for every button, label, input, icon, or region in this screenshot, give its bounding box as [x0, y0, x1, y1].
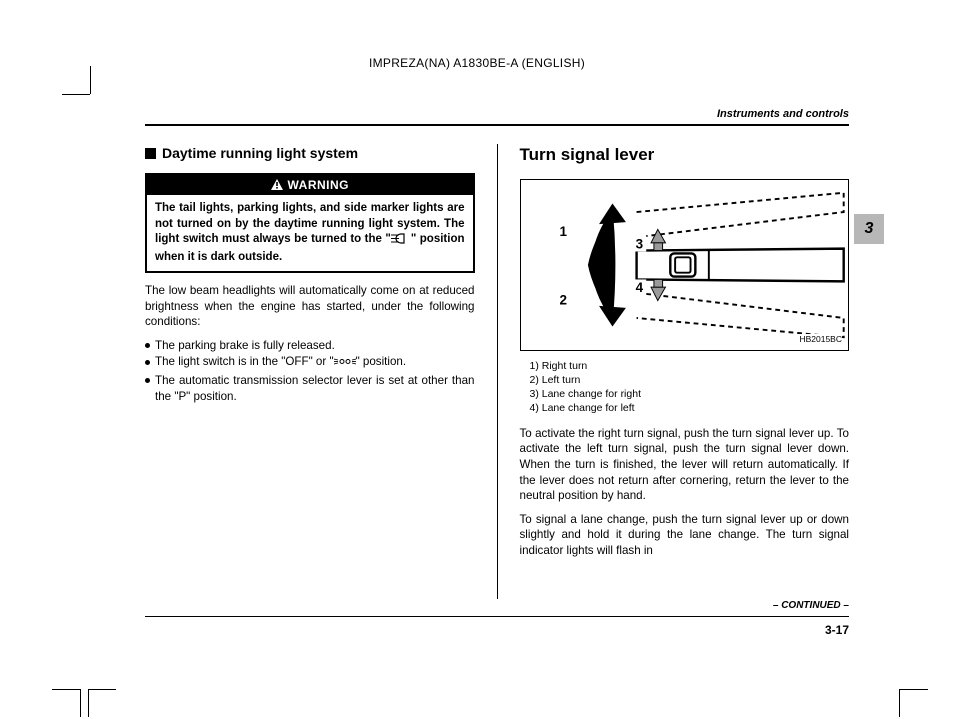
parking-light-icon [334, 356, 356, 372]
warning-body: The tail lights, parking lights, and sid… [147, 195, 473, 271]
list-item: The light switch is in the "OFF" or " " p… [145, 354, 475, 372]
continued-label: – CONTINUED – [773, 600, 849, 611]
warning-title-text: WARNING [288, 177, 350, 193]
headlight-icon [391, 233, 411, 250]
fig-label-4: 4 [635, 280, 643, 295]
content-columns: Daytime running light system WARNING The… [145, 144, 849, 599]
legend-item: 2) Left turn [530, 373, 850, 387]
page-number: 3-17 [825, 623, 849, 637]
square-bullet-icon [145, 148, 156, 159]
warning-title: WARNING [147, 175, 473, 195]
legend-item: 4) Lane change for left [530, 401, 850, 415]
turn-signal-p1: To activate the right turn signal, push … [520, 426, 850, 504]
legend-item: 1) Right turn [530, 359, 850, 373]
header-code: IMPREZA(NA) A1830BE-A (ENGLISH) [0, 56, 954, 70]
list-item: The automatic transmission selector leve… [145, 373, 475, 405]
right-column: Turn signal lever [520, 144, 850, 599]
section-label: Instruments and controls [717, 108, 849, 120]
chapter-tab-number: 3 [865, 220, 874, 238]
turn-signal-p2: To signal a lane change, push the turn s… [520, 512, 850, 559]
daytime-heading-text: Daytime running light system [162, 144, 358, 163]
list-item: The parking brake is fully released. [145, 338, 475, 354]
warning-box: WARNING The tail lights, parking lights,… [145, 173, 475, 273]
fig-label-3: 3 [635, 237, 643, 252]
bottom-rule [145, 616, 849, 618]
warning-triangle-icon [271, 179, 283, 190]
figure-code: HB2015BC [799, 334, 842, 345]
turn-signal-figure: 1 2 3 4 HB2015BC [520, 179, 850, 351]
top-rule [145, 124, 849, 126]
turn-signal-heading: Turn signal lever [520, 144, 850, 167]
column-divider [497, 144, 498, 599]
fig-label-2: 2 [559, 292, 567, 307]
b2-pre: The light switch is in the "OFF" or " [155, 355, 334, 368]
legend-item: 3) Lane change for right [530, 387, 850, 401]
chapter-tab: 3 [854, 214, 884, 244]
intro-paragraph: The low beam headlights will automatical… [145, 283, 475, 330]
conditions-list: The parking brake is fully released. The… [145, 338, 475, 405]
b2-post: " position. [356, 355, 407, 368]
left-column: Daytime running light system WARNING The… [145, 144, 475, 599]
fig-label-1: 1 [559, 224, 567, 239]
figure-legend: 1) Right turn 2) Left turn 3) Lane chang… [530, 359, 850, 416]
daytime-heading: Daytime running light system [145, 144, 475, 163]
